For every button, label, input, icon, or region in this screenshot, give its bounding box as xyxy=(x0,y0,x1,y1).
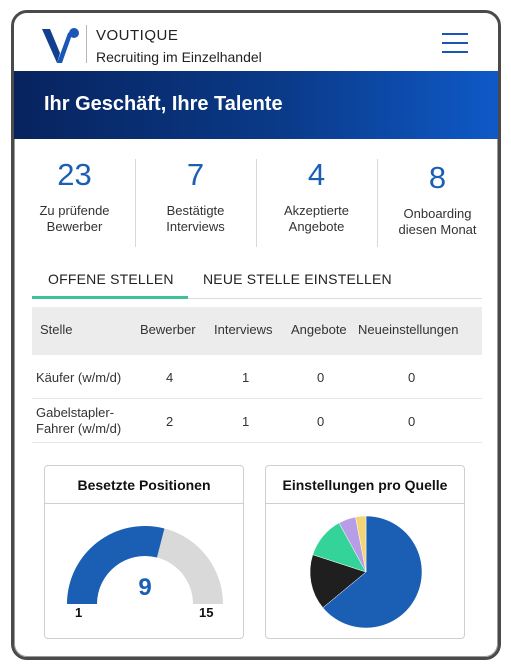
gauge-max: 15 xyxy=(199,605,214,620)
cell-interviews: 1 xyxy=(242,370,250,385)
stat-value: 4 xyxy=(307,157,326,192)
stat-label: Onboarding diesen Monat xyxy=(398,206,477,237)
stat-label: Akzeptierte Angebote xyxy=(283,203,350,234)
cell-position: Käufer (w/m/d) xyxy=(36,370,122,385)
voutique-logo-icon xyxy=(42,28,79,63)
stat-applicants[interactable]: 23 Zu prüfende Bewerber xyxy=(14,153,135,251)
stat-interviews[interactable]: 7 Bestätigte Interviews xyxy=(135,153,256,251)
brand-tagline: Recruiting im Einzelhandel xyxy=(96,49,262,65)
cell-position: Gabelstapler- Fahrer (w/m/d) xyxy=(36,405,122,436)
table-header: Stelle Bewerber Interviews Angebote Neue… xyxy=(32,307,482,355)
column-header[interactable]: Neueinstellungen xyxy=(358,322,459,337)
stats-row: 23 Zu prüfende Bewerber 7 Bestätigte Inter… xyxy=(14,153,498,251)
hero-banner: Ihr Geschäft, Ihre Talente xyxy=(14,71,498,139)
cell-interviews: 1 xyxy=(242,414,250,429)
tab-bar: OFFENE STELLEN NEUE STELLE EINSTELLEN xyxy=(32,265,482,299)
column-header[interactable]: Bewerber xyxy=(140,322,196,337)
stat-divider xyxy=(135,159,136,247)
pie-slice[interactable] xyxy=(322,515,423,629)
stat-value: 8 xyxy=(428,160,447,195)
filled-positions-card: Besetzte Positionen 9 1 15 xyxy=(44,465,244,639)
cell-hires: 0 xyxy=(408,370,416,385)
stat-value: 7 xyxy=(186,157,205,192)
cell-offers: 0 xyxy=(317,414,325,429)
stat-divider xyxy=(256,159,257,247)
column-header[interactable]: Stelle xyxy=(40,322,73,337)
pie-chart xyxy=(309,515,423,629)
cell-applicants: 4 xyxy=(166,370,174,385)
card-title: Einstellungen pro Quelle xyxy=(266,466,464,504)
tab-new-position[interactable]: NEUE STELLE EINSTELLEN xyxy=(203,271,392,287)
tab-open-positions[interactable]: OFFENE STELLEN xyxy=(48,271,174,287)
app-frame: VOUTIQUE Recruiting im Einzelhandel Ihr … xyxy=(11,10,501,660)
table-row[interactable]: Käufer (w/m/d) 4 1 0 0 xyxy=(32,355,482,399)
pie-slice[interactable] xyxy=(355,515,367,573)
cell-hires: 0 xyxy=(408,414,416,429)
gauge-filled xyxy=(67,526,165,604)
stat-divider xyxy=(377,159,378,247)
gauge-value: 9 xyxy=(138,574,152,601)
logo-divider xyxy=(86,25,87,63)
top-bar: VOUTIQUE Recruiting im Einzelhandel xyxy=(14,13,498,71)
stat-offers[interactable]: 4 Akzeptierte Angebote xyxy=(256,153,377,251)
card-title: Besetzte Positionen xyxy=(45,466,243,504)
table-row[interactable]: Gabelstapler- Fahrer (w/m/d) 2 1 0 0 xyxy=(32,399,482,443)
cell-applicants: 2 xyxy=(166,414,174,429)
column-header[interactable]: Angebote xyxy=(291,322,347,337)
hero-title: Ihr Geschäft, Ihre Talente xyxy=(44,93,283,115)
gauge-min: 1 xyxy=(75,605,83,620)
stat-value: 23 xyxy=(57,157,92,192)
active-tab-indicator xyxy=(32,296,188,299)
cell-offers: 0 xyxy=(317,370,325,385)
positions-table: Stelle Bewerber Interviews Angebote Neue… xyxy=(32,307,482,443)
brand-name: VOUTIQUE xyxy=(96,27,179,44)
hires-by-source-card: Einstellungen pro Quelle xyxy=(265,465,465,639)
menu-icon[interactable] xyxy=(442,33,470,55)
pie-slice[interactable] xyxy=(309,554,367,609)
stat-label: Bestätigte Interviews xyxy=(166,203,225,234)
stat-label: Zu prüfende Bewerber xyxy=(39,203,110,234)
gauge-chart xyxy=(67,526,223,604)
stat-onboarding[interactable]: 8 Onboarding diesen Monat xyxy=(377,153,498,251)
column-header[interactable]: Interviews xyxy=(214,322,273,337)
